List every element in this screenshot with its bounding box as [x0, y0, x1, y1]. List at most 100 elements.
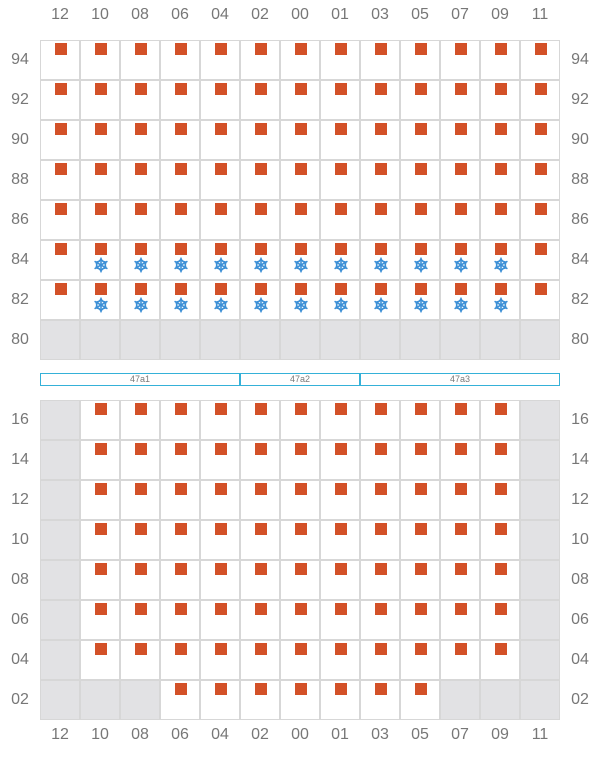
grid-cell[interactable]: [80, 80, 120, 120]
grid-cell[interactable]: [520, 160, 560, 200]
grid-cell[interactable]: [400, 80, 440, 120]
grid-cell[interactable]: [80, 160, 120, 200]
grid-cell[interactable]: [280, 640, 320, 680]
grid-cell[interactable]: [480, 400, 520, 440]
grid-cell[interactable]: [400, 240, 440, 280]
grid-cell[interactable]: [80, 440, 120, 480]
grid-cell[interactable]: [360, 440, 400, 480]
grid-cell[interactable]: [80, 240, 120, 280]
grid-cell[interactable]: [200, 680, 240, 720]
grid-cell[interactable]: [400, 440, 440, 480]
grid-cell[interactable]: [400, 400, 440, 440]
grid-cell[interactable]: [80, 40, 120, 80]
grid-cell[interactable]: [440, 520, 480, 560]
grid-cell[interactable]: [320, 200, 360, 240]
grid-cell[interactable]: [160, 160, 200, 200]
grid-cell[interactable]: [200, 160, 240, 200]
grid-cell[interactable]: [440, 600, 480, 640]
grid-cell[interactable]: [160, 320, 200, 360]
grid-cell[interactable]: [480, 440, 520, 480]
grid-cell[interactable]: [480, 480, 520, 520]
grid-cell[interactable]: [520, 640, 560, 680]
grid-cell[interactable]: [40, 640, 80, 680]
grid-cell[interactable]: [240, 200, 280, 240]
grid-cell[interactable]: [360, 280, 400, 320]
grid-cell[interactable]: [280, 440, 320, 480]
grid-cell[interactable]: [80, 680, 120, 720]
grid-cell[interactable]: [240, 120, 280, 160]
grid-cell[interactable]: [280, 280, 320, 320]
grid-cell[interactable]: [240, 160, 280, 200]
grid-cell[interactable]: [280, 120, 320, 160]
grid-cell[interactable]: [240, 320, 280, 360]
grid-cell[interactable]: [320, 680, 360, 720]
grid-cell[interactable]: [480, 320, 520, 360]
grid-cell[interactable]: [520, 560, 560, 600]
grid-cell[interactable]: [400, 560, 440, 600]
grid-cell[interactable]: [520, 200, 560, 240]
grid-cell[interactable]: [360, 480, 400, 520]
grid-cell[interactable]: [360, 520, 400, 560]
grid-cell[interactable]: [200, 200, 240, 240]
grid-cell[interactable]: [440, 200, 480, 240]
grid-cell[interactable]: [120, 400, 160, 440]
grid-cell[interactable]: [280, 480, 320, 520]
grid-cell[interactable]: [40, 240, 80, 280]
grid-cell[interactable]: [440, 40, 480, 80]
grid-cell[interactable]: [40, 560, 80, 600]
grid-cell[interactable]: [360, 640, 400, 680]
grid-cell[interactable]: [200, 280, 240, 320]
grid-cell[interactable]: [400, 520, 440, 560]
grid-cell[interactable]: [280, 320, 320, 360]
grid-cell[interactable]: [200, 600, 240, 640]
grid-cell[interactable]: [120, 120, 160, 160]
grid-cell[interactable]: [280, 160, 320, 200]
grid-cell[interactable]: [520, 240, 560, 280]
grid-cell[interactable]: [120, 600, 160, 640]
grid-cell[interactable]: [360, 80, 400, 120]
grid-cell[interactable]: [120, 680, 160, 720]
grid-cell[interactable]: [320, 560, 360, 600]
grid-cell[interactable]: [520, 600, 560, 640]
grid-cell[interactable]: [240, 640, 280, 680]
grid-cell[interactable]: [520, 40, 560, 80]
grid-cell[interactable]: [360, 400, 400, 440]
grid-cell[interactable]: [280, 400, 320, 440]
grid-cell[interactable]: [40, 160, 80, 200]
grid-cell[interactable]: [320, 480, 360, 520]
grid-cell[interactable]: [400, 600, 440, 640]
grid-cell[interactable]: [160, 440, 200, 480]
grid-cell[interactable]: [360, 160, 400, 200]
grid-cell[interactable]: [320, 240, 360, 280]
grid-cell[interactable]: [120, 240, 160, 280]
grid-cell[interactable]: [80, 560, 120, 600]
grid-cell[interactable]: [280, 600, 320, 640]
grid-cell[interactable]: [120, 280, 160, 320]
grid-cell[interactable]: [40, 400, 80, 440]
grid-cell[interactable]: [120, 200, 160, 240]
grid-cell[interactable]: [320, 400, 360, 440]
grid-cell[interactable]: [480, 120, 520, 160]
grid-cell[interactable]: [480, 680, 520, 720]
grid-cell[interactable]: [320, 320, 360, 360]
grid-cell[interactable]: [320, 520, 360, 560]
grid-cell[interactable]: [360, 200, 400, 240]
grid-cell[interactable]: [480, 560, 520, 600]
grid-cell[interactable]: [160, 200, 200, 240]
grid-cell[interactable]: [40, 480, 80, 520]
grid-cell[interactable]: [440, 320, 480, 360]
grid-cell[interactable]: [440, 480, 480, 520]
grid-cell[interactable]: [80, 400, 120, 440]
grid-cell[interactable]: [120, 560, 160, 600]
grid-cell[interactable]: [440, 560, 480, 600]
grid-cell[interactable]: [240, 240, 280, 280]
grid-cell[interactable]: [280, 40, 320, 80]
grid-cell[interactable]: [480, 520, 520, 560]
zone-47a1[interactable]: 47a1: [40, 373, 240, 386]
grid-cell[interactable]: [160, 80, 200, 120]
grid-cell[interactable]: [200, 40, 240, 80]
grid-cell[interactable]: [520, 480, 560, 520]
grid-cell[interactable]: [480, 160, 520, 200]
grid-cell[interactable]: [200, 80, 240, 120]
grid-cell[interactable]: [440, 240, 480, 280]
